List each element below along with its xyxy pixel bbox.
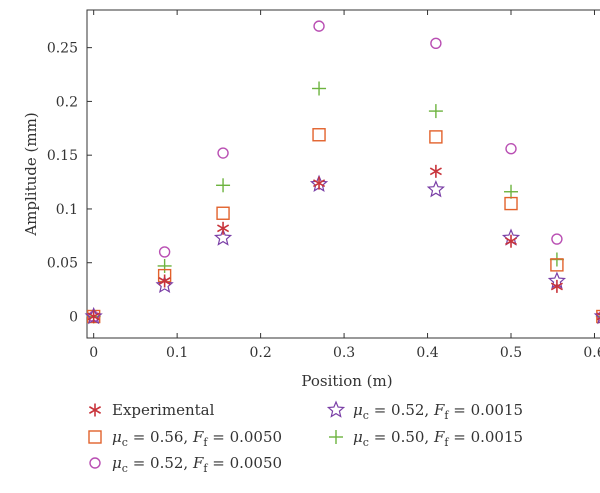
x-tick-label: 0.3 [333,345,355,361]
data-point [504,184,519,199]
x-tick-label: 0.6 [583,345,600,361]
x-tick-label: 0.4 [416,345,438,361]
x-axis-title: Position (m) [301,372,392,390]
plot-frame [86,9,600,339]
data-point [313,176,326,190]
data-point [158,246,171,258]
legend-label-experimental: Experimental [112,401,215,419]
data-point [550,279,563,293]
data-point [428,104,443,119]
circle-icon [89,457,101,469]
data-point [504,196,518,211]
data-point [217,147,229,159]
plus-icon [329,430,343,444]
data-point [550,258,564,272]
x-axis-ticks: 0 0.1 0.2 0.3 0.4 0.5 0.6 [89,10,600,361]
y-axis-title: Amplitude (mm) [22,112,40,236]
data-point [426,180,445,198]
legend-marker-series-4 [326,400,346,418]
y-tick-label: 0.25 [47,41,78,57]
data-point [430,37,442,50]
square-icon [88,430,102,444]
y-tick-label: 0.1 [56,202,78,218]
data-point [312,81,327,96]
x-tick-label: 0 [89,345,98,361]
legend-marker-series-2 [88,430,102,444]
data-point [216,206,230,220]
legend-label-series-2: μc = 0.56, Ff = 0.0050 [112,428,282,449]
legend-marker-series-5 [329,430,343,444]
data-point [596,309,600,324]
data-point [596,312,600,321]
legend-marker-experimental [88,403,102,417]
y-tick-label: 0.15 [47,148,78,164]
legend-label-series-5: μc = 0.50, Ff = 0.0015 [353,428,523,449]
x-tick-label: 0.5 [500,345,522,361]
data-point [551,233,563,245]
data-markers [84,20,600,325]
legend: Experimental μc = 0.56, Ff = 0.0050 μc =… [88,400,523,475]
data-point [158,274,171,288]
data-point [217,221,230,235]
data-point [87,309,100,323]
data-point [429,130,443,144]
y-tick-label: 0.05 [47,256,78,272]
legend-label-series-3: μc = 0.52, Ff = 0.0050 [112,454,282,475]
data-point [504,234,518,248]
data-point [505,143,517,155]
data-point [216,178,231,193]
y-axis-ticks: 0 0.05 0.1 0.15 0.2 0.25 [47,41,92,325]
legend-label-series-4: μc = 0.52, Ff = 0.0015 [353,401,523,422]
star-icon [326,400,346,418]
data-point [213,228,233,246]
data-point [157,258,172,273]
legend-marker-series-3 [89,457,101,469]
data-point [312,128,326,142]
data-point [313,20,325,32]
data-point [155,275,174,294]
x-tick-label: 0.1 [166,345,188,361]
x-tick-label: 0.2 [249,345,271,361]
y-tick-label: 0.2 [56,94,78,110]
y-tick-label: 0 [69,309,78,325]
data-point [429,164,442,178]
asterisk-icon [88,403,102,417]
